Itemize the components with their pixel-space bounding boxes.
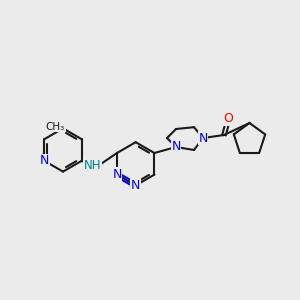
- Text: NH: NH: [83, 159, 101, 172]
- Text: N: N: [40, 154, 49, 167]
- Text: N: N: [171, 140, 181, 154]
- Text: CH₃: CH₃: [46, 122, 65, 132]
- Text: N: N: [112, 168, 122, 181]
- Text: N: N: [131, 179, 140, 192]
- Text: O: O: [224, 112, 233, 125]
- Text: N: N: [198, 131, 208, 145]
